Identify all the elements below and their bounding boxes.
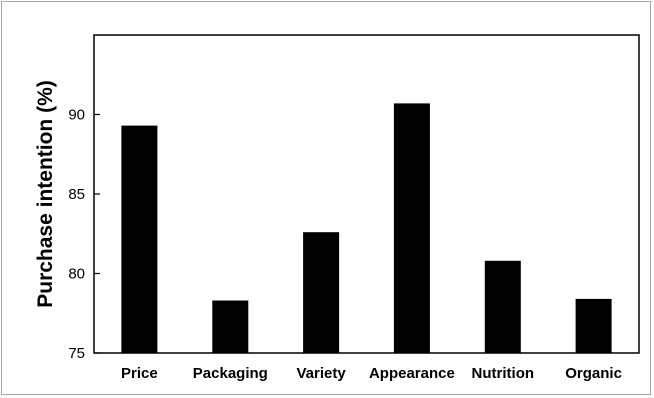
bar-price bbox=[121, 125, 158, 353]
x-tick-label-appearance: Appearance bbox=[369, 365, 455, 382]
y-tick-label-80: 80 bbox=[68, 266, 85, 283]
y-tick-label-85: 85 bbox=[68, 186, 85, 203]
bar-appearance bbox=[393, 103, 430, 354]
x-tick-label-price: Price bbox=[121, 365, 158, 382]
bar-nutrition bbox=[484, 260, 521, 353]
bar-organic bbox=[575, 298, 612, 353]
x-tick-label-organic: Organic bbox=[565, 365, 622, 382]
bar-variety bbox=[303, 232, 340, 353]
y-axis-title: Purchase intention (%) bbox=[34, 80, 57, 308]
x-tick-label-packaging: Packaging bbox=[193, 365, 268, 382]
x-tick-label-variety: Variety bbox=[296, 365, 346, 382]
bars-group bbox=[121, 103, 612, 354]
y-axis: 75 80 85 90 bbox=[68, 107, 100, 362]
x-tick-label-nutrition: Nutrition bbox=[472, 365, 534, 382]
plot-area bbox=[93, 34, 640, 354]
x-axis: Price Packaging Variety Appearance Nutrition… bbox=[121, 365, 622, 382]
y-tick-label-90: 90 bbox=[68, 107, 85, 124]
bar-packaging bbox=[212, 300, 249, 353]
y-tick-label-75: 75 bbox=[68, 345, 85, 362]
